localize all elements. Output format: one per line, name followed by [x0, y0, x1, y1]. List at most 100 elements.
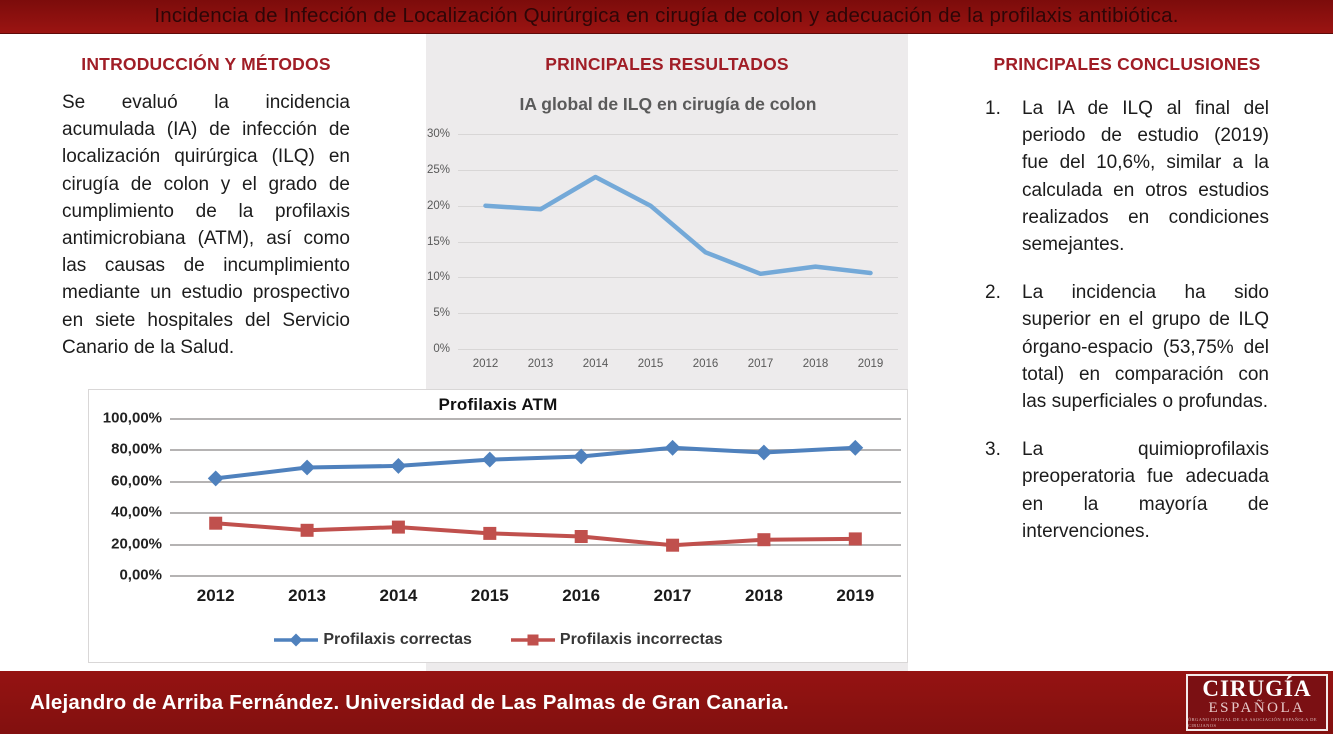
y-axis-label: 5% — [433, 307, 450, 320]
x-axis-label: 2013 — [527, 358, 554, 370]
series-line — [213, 521, 858, 548]
diamond-marker — [481, 451, 498, 468]
conclusion-number: 2. — [985, 282, 1001, 304]
y-axis-label: 100,00% — [102, 409, 162, 427]
diamond-marker — [755, 444, 772, 461]
x-axis-label: 2016 — [562, 586, 601, 605]
x-axis-label: 2016 — [692, 358, 719, 370]
x-axis-label: 2015 — [637, 358, 664, 370]
x-axis-label: 2014 — [582, 358, 609, 370]
atm-chart-legend: Profilaxis correctas Profilaxis incorrec… — [89, 628, 907, 652]
conclusion-text: La incidencia ha sido superior en el gru… — [1022, 282, 1269, 413]
y-axis-label: 0,00% — [119, 566, 162, 584]
x-axis-label: 2014 — [379, 586, 418, 605]
square-marker — [391, 520, 405, 534]
legend-item: Profilaxis incorrectas — [510, 631, 723, 649]
square-marker — [757, 533, 771, 547]
diamond-marker — [847, 439, 864, 456]
conclusion-item: 3. La quimioprofilaxis preoperatoria fue … — [985, 436, 1269, 545]
y-axis-label: 20,00% — [111, 535, 162, 553]
diamond-marker — [207, 470, 224, 487]
gridline — [458, 169, 898, 171]
gridline — [170, 575, 901, 577]
square-marker — [574, 530, 588, 543]
legend-item: Profilaxis correctas — [273, 631, 472, 649]
conclusion-item: 2. La incidencia ha sido superior en el g… — [985, 279, 1269, 415]
x-axis-label: 2015 — [470, 586, 509, 605]
legend-label: Profilaxis correctas — [323, 631, 472, 648]
square-marker — [300, 523, 314, 537]
gridline — [458, 277, 898, 279]
conclusion-text: La quimioprofilaxis preoperatoria fue ad… — [1022, 439, 1269, 542]
y-axis-label: 10% — [426, 271, 450, 284]
logo-tagline: ÓRGANO OFICIAL DE LA ASOCIACIÓN ESPAÑOLA… — [1188, 716, 1317, 728]
footer-banner: Alejandro de Arriba Fernández. Universid… — [0, 671, 1333, 734]
chart-canvas — [207, 439, 864, 552]
logo-title: CIRUGÍA — [1202, 675, 1312, 701]
gridline — [458, 241, 898, 243]
series-line — [483, 174, 873, 277]
gridline — [458, 313, 898, 315]
gridline — [458, 349, 898, 350]
chart-canvas — [483, 174, 873, 277]
conclusion-number: 3. — [985, 439, 1001, 461]
x-axis-label: 2012 — [196, 586, 235, 605]
x-axis-label: 2018 — [802, 358, 829, 370]
y-axis-label: 15% — [426, 235, 450, 248]
conclusions-heading: PRINCIPALES CONCLUSIONES — [993, 54, 1261, 74]
intro-body-text: Se evaluó la incidencia acumulada (IA) d… — [62, 92, 350, 358]
y-axis-label: 20% — [426, 199, 450, 212]
x-axis-label: 2013 — [288, 586, 326, 605]
cirugia-espanola-logo: CIRUGÍA ESPAÑOLA ÓRGANO OFICIAL DE LA AS… — [1186, 674, 1328, 731]
gridline — [170, 543, 901, 546]
y-axis-label: 0% — [433, 343, 450, 355]
gridline — [170, 449, 901, 452]
gridline — [458, 205, 898, 207]
x-axis-label: 2017 — [747, 358, 774, 370]
results-heading: PRINCIPALES RESULTADOS — [545, 54, 789, 74]
y-axis-label: 60,00% — [111, 472, 162, 490]
intro-heading: INTRODUCCIÓN Y MÉTODOS — [81, 54, 331, 74]
series-line — [213, 445, 858, 481]
gridline — [170, 480, 901, 483]
diamond-marker — [573, 448, 590, 465]
ia-chart-title: IA global de ILQ en cirugía de colon — [519, 94, 817, 114]
section-intro-methods: INTRODUCCIÓN Y MÉTODOS Se evaluó la inci… — [62, 54, 350, 361]
gridline — [170, 512, 901, 515]
conclusion-item: 1. La IA de ILQ al final del periodo de e… — [985, 95, 1269, 258]
x-axis-label: 2019 — [857, 358, 884, 370]
legend-label: Profilaxis incorrectas — [559, 631, 723, 648]
atm-chart-box: Profilaxis ATM 0,00% 20,00% 40,00% 60,00% 80… — [88, 389, 908, 663]
square-marker — [848, 532, 862, 546]
ia-chart: 0% 5% 10% 15% 20% 25% 30% 2012 2013 2014 2015 2016 2… — [427, 128, 898, 370]
y-axis-label: 25% — [426, 163, 450, 176]
logo-subtitle: ESPAÑOLA — [1208, 699, 1306, 716]
diamond-marker — [664, 439, 681, 456]
atm-chart-title: Profilaxis ATM — [438, 395, 558, 414]
diamond-marker — [299, 459, 316, 476]
x-axis-label: 2017 — [653, 586, 692, 605]
diamond-marker — [390, 457, 407, 474]
gridline — [458, 134, 898, 135]
section-conclusions: PRINCIPALES CONCLUSIONES 1. La IA de ILQ … — [985, 54, 1269, 566]
legend-swatch-icon — [510, 634, 555, 646]
author-affiliation: Alejandro de Arriba Fernández. Universid… — [30, 690, 789, 714]
conclusion-number: 1. — [985, 98, 1001, 119]
conclusion-text: La IA de ILQ al final del periodo de est… — [1022, 98, 1269, 256]
atm-chart: 0,00% 20,00% 40,00% 60,00% 80,00% 100,00% 2012… — [103, 410, 901, 605]
gridline — [170, 418, 901, 420]
title-banner: Incidencia de Infección de Localización … — [0, 0, 1333, 34]
conclusions-list: 1. La IA de ILQ al final del periodo de e… — [985, 95, 1269, 545]
y-axis-label: 30% — [426, 128, 450, 140]
x-axis-label: 2019 — [836, 586, 875, 605]
y-axis-label: 80,00% — [111, 440, 162, 458]
x-axis-label: 2018 — [745, 586, 783, 605]
legend-swatch-icon — [274, 633, 319, 647]
square-marker — [209, 516, 223, 530]
square-marker — [483, 526, 497, 540]
x-axis-label: 2012 — [472, 358, 499, 370]
poster-title: Incidencia de Infección de Localización … — [154, 4, 1179, 27]
y-axis-label: 40,00% — [111, 503, 162, 521]
square-marker — [666, 538, 680, 552]
